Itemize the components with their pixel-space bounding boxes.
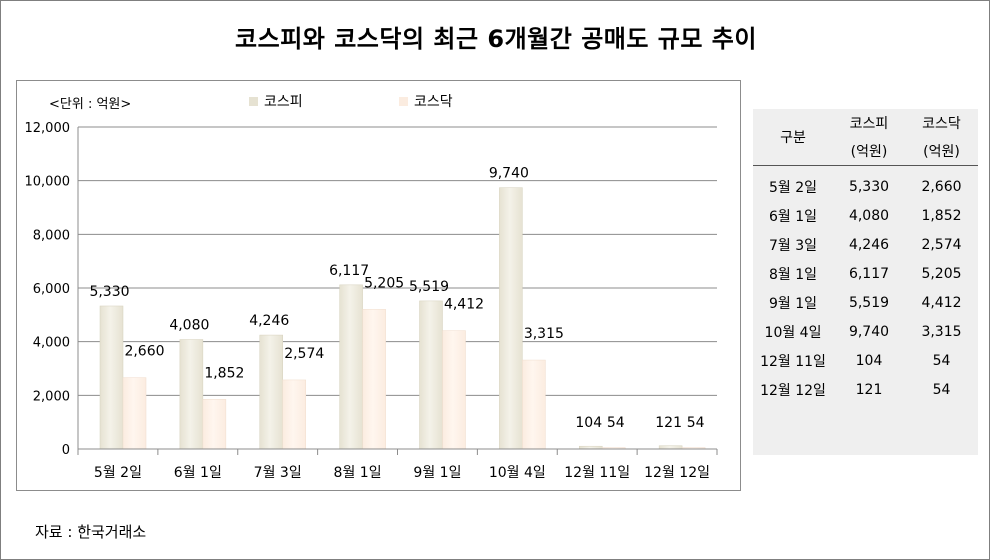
table-cell-date: 9월 1일 bbox=[768, 295, 818, 312]
table-row: 10월 4일 9,740 3,315 bbox=[753, 317, 978, 346]
data-label: 9,740 bbox=[489, 166, 529, 182]
table-row: 5월 2일 5,330 2,660 bbox=[753, 166, 978, 201]
table-row: 6월 1일 4,080 1,852 bbox=[753, 201, 978, 230]
table-row: 7월 3일 4,246 2,574 bbox=[753, 230, 978, 259]
x-tick-label: 7월 3일 bbox=[254, 465, 302, 481]
legend-swatch-kosdaq bbox=[399, 96, 408, 106]
table-header-kospi: 코스피 (억원) bbox=[849, 116, 889, 160]
summary-table: 구분 코스피 (억원) 코스닥 (억원) 5월 2일 5,330 2,660 6월 1… bbox=[753, 109, 978, 404]
table-row: 9월 1일 5,519 4,412 bbox=[753, 288, 978, 317]
table-header-kosdaq: 코스닥 (억원) bbox=[922, 116, 961, 160]
table-cell-kospi: 5,519 bbox=[848, 294, 890, 311]
table-cell-kospi: 6,117 bbox=[848, 265, 890, 282]
table-cell-date: 12월 12일 bbox=[760, 382, 826, 399]
data-label: 3,315 bbox=[524, 326, 564, 342]
table-cell-kospi: 4,246 bbox=[848, 236, 890, 253]
table-cell-kospi: 4,080 bbox=[848, 207, 890, 224]
x-tick-label: 12월 12일 bbox=[644, 465, 710, 481]
bar-kospi bbox=[259, 334, 283, 450]
data-label: 121 bbox=[655, 415, 682, 431]
x-tick-label: 8월 1일 bbox=[334, 465, 382, 481]
data-label: 6,117 bbox=[329, 263, 369, 279]
table-cell-kospi: 104 bbox=[855, 352, 883, 369]
legend-item-kospi: 코스피 bbox=[249, 91, 303, 111]
data-label: 4,246 bbox=[249, 313, 289, 329]
bar-kosdaq bbox=[282, 379, 306, 450]
bar-kosdaq bbox=[202, 399, 227, 450]
bar-kosdaq bbox=[522, 359, 546, 450]
bar-kospi bbox=[499, 187, 523, 450]
bar-chart: 0 2,000 4,000 6,000 8,000 10,000 12,000 5,330 2,… bbox=[25, 121, 718, 481]
table-row: 12월 12일 121 54 bbox=[753, 375, 978, 404]
table-cell-date: 12월 11일 bbox=[760, 353, 826, 370]
data-label: 2,574 bbox=[284, 346, 324, 362]
table-cell-kospi: 121 bbox=[855, 381, 883, 398]
table-row: 8월 1일 6,117 5,205 bbox=[753, 259, 978, 288]
chart-panel: <단위 : 억원> 코스피 코스닥 0 2,000 4,000 6,000 8,000 1… bbox=[16, 80, 741, 491]
data-label: 2,660 bbox=[124, 344, 164, 360]
y-tick-label: 10,000 bbox=[25, 175, 71, 190]
data-label: 54 bbox=[607, 415, 625, 431]
data-label: 5,519 bbox=[409, 279, 449, 295]
y-tick-label: 8,000 bbox=[33, 228, 70, 243]
page-title: 코스피와 코스닥의 최근 6개월간 공매도 규모 추이 bbox=[235, 25, 757, 53]
table-cell-kosdaq: 5,205 bbox=[921, 265, 962, 282]
table-cell-kosdaq: 2,660 bbox=[921, 178, 962, 195]
x-tick-label: 6월 1일 bbox=[174, 465, 222, 481]
legend-swatch-kospi bbox=[249, 96, 258, 106]
table-cell-kosdaq: 54 bbox=[932, 352, 951, 369]
table-cell-kospi: 9,740 bbox=[848, 323, 890, 340]
y-tick-label: 4,000 bbox=[33, 336, 70, 351]
table-cell-kosdaq: 2,574 bbox=[921, 236, 962, 253]
data-label: 4,412 bbox=[444, 297, 484, 313]
data-label: 1,852 bbox=[204, 365, 244, 381]
bar-kosdaq bbox=[362, 309, 386, 450]
table-cell-kospi: 5,330 bbox=[848, 178, 890, 195]
table-cell-kosdaq: 3,315 bbox=[921, 323, 962, 340]
table-row: 12월 11일 104 54 bbox=[753, 346, 978, 375]
table-cell-kosdaq: 54 bbox=[932, 381, 951, 398]
table-cell-kosdaq: 1,852 bbox=[921, 207, 962, 224]
source-note: 자료 : 한국거래소 bbox=[35, 523, 147, 541]
x-tick-label: 10월 4일 bbox=[489, 465, 546, 481]
unit-label: <단위 : 억원> bbox=[49, 97, 132, 112]
data-label: 5,205 bbox=[364, 275, 404, 291]
x-tick-label: 9월 1일 bbox=[413, 465, 461, 481]
bar-kospi bbox=[99, 305, 124, 450]
x-tick-label: 5월 2일 bbox=[94, 465, 142, 481]
data-label: 4,080 bbox=[169, 318, 209, 334]
bar-kosdaq bbox=[442, 330, 466, 450]
bar-kospi bbox=[339, 284, 363, 450]
bar-kospi bbox=[419, 300, 443, 450]
legend-label-kosdaq: 코스닥 bbox=[414, 94, 453, 110]
y-tick-label: 2,000 bbox=[33, 389, 70, 404]
legend-item-kosdaq: 코스닥 bbox=[399, 91, 453, 111]
data-label: 5,330 bbox=[89, 284, 129, 300]
table-cell-date: 10월 4일 bbox=[764, 324, 822, 341]
table-cell-date: 5월 2일 bbox=[768, 179, 818, 196]
table-cell-date: 6월 1일 bbox=[768, 208, 818, 225]
summary-table-panel: 구분 코스피 (억원) 코스닥 (억원) 5월 2일 5,330 2,660 6월 1… bbox=[753, 109, 978, 455]
table-header-category: 구분 bbox=[780, 130, 806, 146]
y-tick-label: 6,000 bbox=[33, 282, 70, 297]
bar-kospi bbox=[179, 339, 204, 450]
y-tick-label: 0 bbox=[62, 443, 70, 458]
table-header-row: 구분 코스피 (억원) 코스닥 (억원) bbox=[753, 109, 978, 166]
data-label: 104 bbox=[575, 415, 602, 431]
data-label: 54 bbox=[687, 415, 705, 431]
x-tick-label: 12월 11일 bbox=[564, 465, 630, 481]
bar-kosdaq bbox=[122, 377, 147, 450]
table-cell-kosdaq: 4,412 bbox=[921, 294, 962, 311]
y-tick-label: 12,000 bbox=[25, 121, 71, 136]
table-cell-date: 7월 3일 bbox=[768, 237, 818, 254]
table-cell-date: 8월 1일 bbox=[768, 266, 818, 283]
legend-label-kospi: 코스피 bbox=[264, 94, 303, 110]
